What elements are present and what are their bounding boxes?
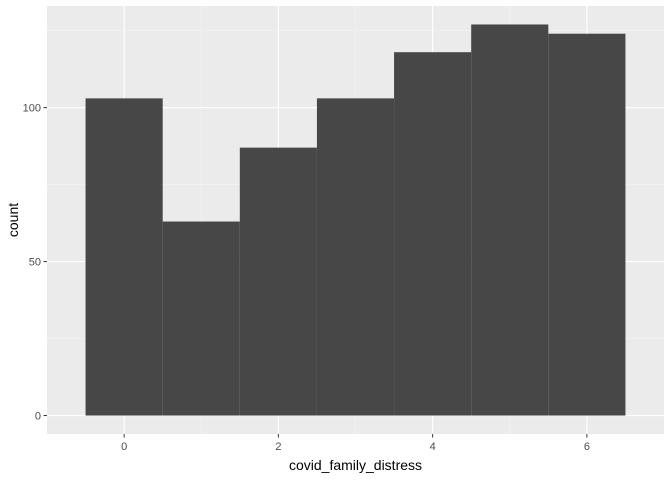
- histogram-bar: [471, 24, 549, 416]
- y-tick-label: 50: [29, 257, 41, 269]
- y-tick-label: 100: [23, 103, 41, 115]
- histogram-bar: [85, 98, 163, 416]
- x-tick-label: 4: [430, 441, 436, 453]
- x-axis-ticks: 0 2 4 6: [121, 434, 590, 453]
- x-tick-label: 0: [121, 441, 127, 453]
- histogram-bar: [548, 33, 626, 416]
- bars: [85, 24, 626, 416]
- y-axis-title: count: [5, 203, 21, 237]
- histogram-bar: [162, 221, 240, 416]
- histogram-bar: [239, 147, 317, 416]
- histogram-bar: [316, 98, 395, 416]
- y-tick-label: 0: [35, 411, 41, 423]
- y-axis-ticks: 0 50 100: [23, 103, 47, 423]
- x-axis-title: covid_family_distress: [289, 457, 422, 473]
- x-tick-label: 2: [275, 441, 281, 453]
- histogram-bar: [394, 52, 472, 416]
- x-tick-label: 6: [584, 441, 590, 453]
